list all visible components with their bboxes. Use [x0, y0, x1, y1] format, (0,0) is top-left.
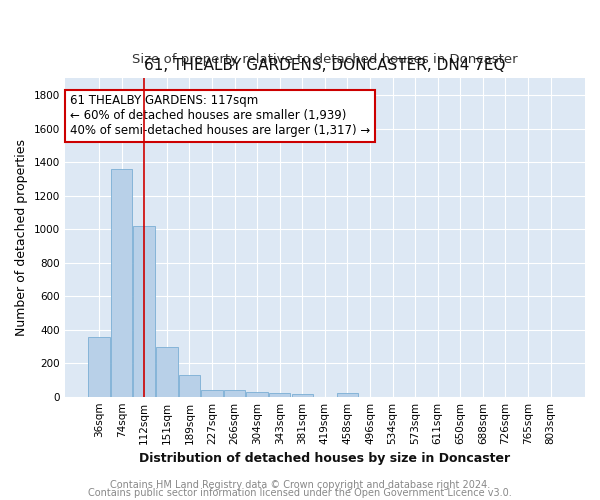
X-axis label: Distribution of detached houses by size in Doncaster: Distribution of detached houses by size …	[139, 452, 511, 465]
Bar	[179, 375, 200, 396]
Bar	[88, 337, 110, 396]
Bar	[269, 394, 290, 396]
Bar	[133, 226, 155, 396]
Text: Contains HM Land Registry data © Crown copyright and database right 2024.: Contains HM Land Registry data © Crown c…	[110, 480, 490, 490]
Bar	[224, 390, 245, 396]
Title: 61, THEALBY GARDENS, DONCASTER, DN4 7EQ: 61, THEALBY GARDENS, DONCASTER, DN4 7EQ	[144, 58, 506, 73]
Bar	[247, 392, 268, 396]
Bar	[111, 169, 133, 396]
Text: Contains public sector information licensed under the Open Government Licence v3: Contains public sector information licen…	[88, 488, 512, 498]
Bar	[337, 394, 358, 396]
Bar	[156, 348, 178, 397]
Bar	[292, 394, 313, 396]
Text: Size of property relative to detached houses in Doncaster: Size of property relative to detached ho…	[132, 52, 518, 66]
Bar	[201, 390, 223, 396]
Text: 61 THEALBY GARDENS: 117sqm
← 60% of detached houses are smaller (1,939)
40% of s: 61 THEALBY GARDENS: 117sqm ← 60% of deta…	[70, 94, 370, 138]
Y-axis label: Number of detached properties: Number of detached properties	[15, 139, 28, 336]
